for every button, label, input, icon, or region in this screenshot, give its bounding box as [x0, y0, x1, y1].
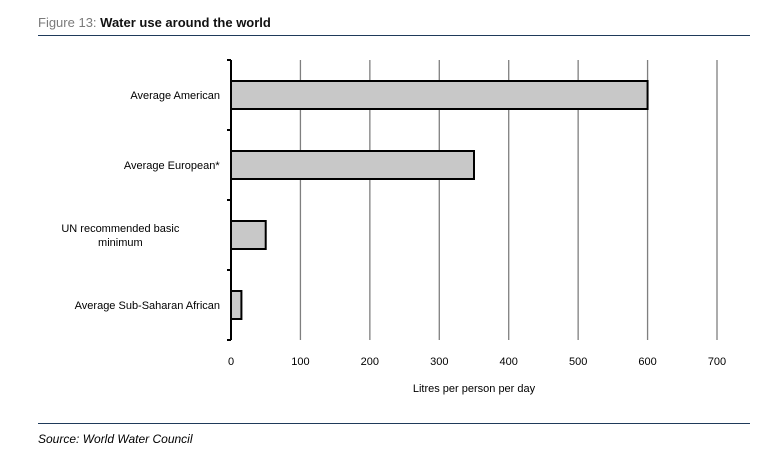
x-tick-label: 100	[291, 356, 309, 368]
title-rule	[38, 35, 750, 36]
category-label: Average European*	[124, 160, 221, 172]
figure-title: Figure 13: Water use around the world	[38, 15, 271, 30]
x-axis-label: Litres per person per day	[413, 383, 536, 395]
category-labels: Average American Average European* UN reco…	[61, 90, 220, 312]
x-tick-label: 300	[430, 356, 448, 368]
y-axis	[227, 59, 232, 341]
x-tick-label: 200	[361, 356, 379, 368]
x-tick-label: 400	[500, 356, 518, 368]
bar	[230, 150, 475, 180]
figure-number: Figure 13:	[38, 15, 101, 30]
bar	[230, 80, 649, 110]
bar	[230, 220, 267, 250]
x-tick-label: 500	[569, 356, 587, 368]
category-label: UN recommended basic minimum	[61, 223, 179, 249]
category-label: Average Sub-Saharan African	[75, 300, 220, 312]
x-tick-label: 0	[228, 356, 234, 368]
source-note: Source: World Water Council	[38, 432, 193, 446]
figure-title-text: Water use around the world	[100, 15, 271, 30]
bar	[230, 290, 243, 320]
source-rule	[38, 423, 750, 424]
category-label: Average American	[130, 90, 220, 102]
x-tick-label: 600	[638, 356, 656, 368]
x-tick-label: 700	[708, 356, 726, 368]
x-tick-labels: 0 100 200 300 400 500 600 700	[228, 356, 726, 368]
